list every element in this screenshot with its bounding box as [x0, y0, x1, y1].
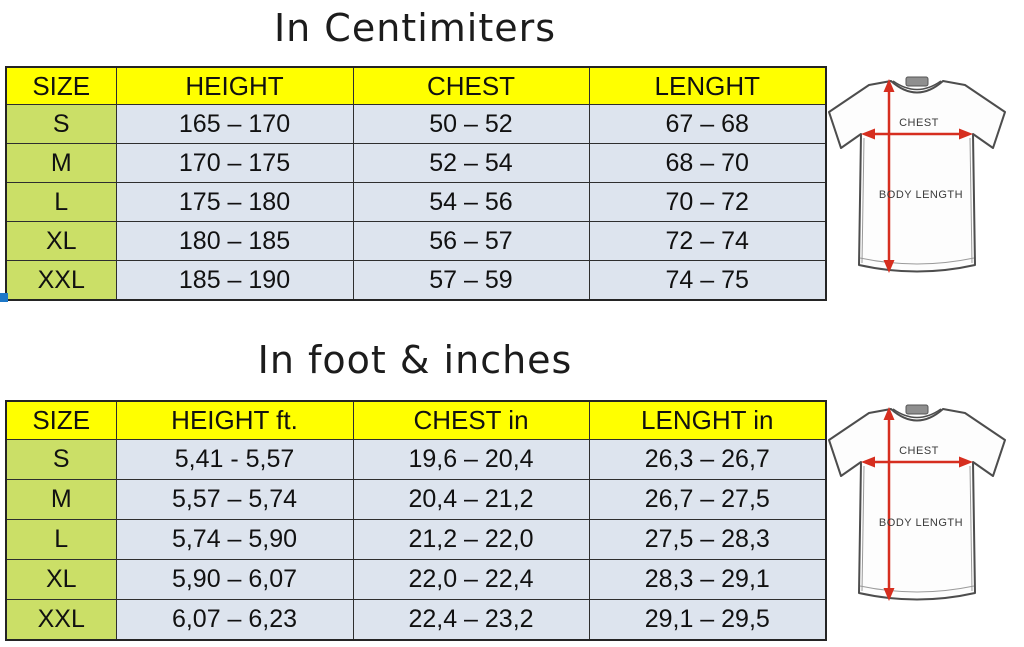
size-cell: L	[5, 519, 117, 560]
value-cell: 185 – 190	[115, 260, 354, 301]
body-length-arrow-icon	[883, 407, 895, 601]
value-cell: 22,4 – 23,2	[352, 599, 590, 641]
table-row: S 165 – 170 50 – 52 67 – 68	[5, 104, 827, 144]
value-cell: 21,2 – 22,0	[352, 519, 590, 560]
chest-arrow-icon	[861, 456, 973, 468]
chest-arrow-icon	[861, 128, 973, 140]
size-cell: XXL	[5, 260, 117, 301]
value-cell: 5,57 – 5,74	[115, 479, 354, 520]
size-cell: XL	[5, 559, 117, 600]
tshirt-measurement-diagram: CHEST BODY LENGTH	[828, 404, 1006, 601]
value-cell: 19,6 – 20,4	[352, 439, 590, 480]
value-cell: 22,0 – 22,4	[352, 559, 590, 600]
value-cell: 68 – 70	[588, 143, 827, 183]
tshirt-measurement-diagram: CHEST BODY LENGTH	[828, 76, 1006, 273]
body-length-label: BODY LENGTH	[879, 189, 963, 201]
size-table-centimeters: SIZE HEIGHT CHEST LENGHT S 165 – 170 50 …	[5, 66, 827, 301]
size-cell: S	[5, 439, 117, 480]
table-row: XXL 6,07 – 6,23 22,4 – 23,2 29,1 – 29,5	[5, 599, 827, 641]
value-cell: 180 – 185	[115, 221, 354, 261]
table-row: L 5,74 – 5,90 21,2 – 22,0 27,5 – 28,3	[5, 519, 827, 560]
value-cell: 57 – 59	[352, 260, 590, 301]
value-cell: 26,3 – 26,7	[588, 439, 827, 480]
value-cell: 52 – 54	[352, 143, 590, 183]
chest-label: CHEST	[899, 445, 939, 457]
value-cell: 74 – 75	[588, 260, 827, 301]
header-cell-length: LENGHT	[588, 66, 827, 105]
table-row: M 170 – 175 52 – 54 68 – 70	[5, 143, 827, 183]
header-cell-size: SIZE	[5, 400, 117, 440]
value-cell: 50 – 52	[352, 104, 590, 144]
table-row: L 175 – 180 54 – 56 70 – 72	[5, 182, 827, 222]
size-cell: M	[5, 479, 117, 520]
value-cell: 20,4 – 21,2	[352, 479, 590, 520]
value-cell: 6,07 – 6,23	[115, 599, 354, 641]
size-cell: XXL	[5, 599, 117, 641]
header-cell-chest: CHEST in	[352, 400, 590, 440]
selection-marker	[0, 293, 8, 302]
value-cell: 165 – 170	[115, 104, 354, 144]
size-cell: L	[5, 182, 117, 222]
size-cell: XL	[5, 221, 117, 261]
value-cell: 27,5 – 28,3	[588, 519, 827, 560]
size-cell: S	[5, 104, 117, 144]
table-header-row: SIZE HEIGHT CHEST LENGHT	[5, 66, 827, 105]
value-cell: 54 – 56	[352, 182, 590, 222]
body-length-label: BODY LENGTH	[879, 517, 963, 529]
tshirt-outline-icon	[828, 404, 1006, 601]
table-row: XL 5,90 – 6,07 22,0 – 22,4 28,3 – 29,1	[5, 559, 827, 600]
header-cell-chest: CHEST	[352, 66, 590, 105]
table-row: XL 180 – 185 56 – 57 72 – 74	[5, 221, 827, 261]
header-cell-size: SIZE	[5, 66, 117, 105]
header-cell-height: HEIGHT	[115, 66, 354, 105]
value-cell: 28,3 – 29,1	[588, 559, 827, 600]
header-cell-length: LENGHT in	[588, 400, 827, 440]
value-cell: 67 – 68	[588, 104, 827, 144]
table-row: XXL 185 – 190 57 – 59 74 – 75	[5, 260, 827, 301]
size-cell: M	[5, 143, 117, 183]
table-header-row: SIZE HEIGHT ft. CHEST in LENGHT in	[5, 400, 827, 440]
value-cell: 26,7 – 27,5	[588, 479, 827, 520]
table-row: M 5,57 – 5,74 20,4 – 21,2 26,7 – 27,5	[5, 479, 827, 520]
table-row: S 5,41 - 5,57 19,6 – 20,4 26,3 – 26,7	[5, 439, 827, 480]
chest-label: CHEST	[899, 117, 939, 129]
size-table-foot-inches: SIZE HEIGHT ft. CHEST in LENGHT in S 5,4…	[5, 400, 827, 641]
header-cell-height: HEIGHT ft.	[115, 400, 354, 440]
value-cell: 5,90 – 6,07	[115, 559, 354, 600]
value-cell: 5,41 - 5,57	[115, 439, 354, 480]
value-cell: 175 – 180	[115, 182, 354, 222]
value-cell: 72 – 74	[588, 221, 827, 261]
page-title-foot-inches: In foot & inches	[257, 338, 573, 382]
value-cell: 56 – 57	[352, 221, 590, 261]
value-cell: 5,74 – 5,90	[115, 519, 354, 560]
body-length-arrow-icon	[883, 79, 895, 273]
value-cell: 70 – 72	[588, 182, 827, 222]
page-title-centimeters: In Centimiters	[273, 6, 557, 50]
tshirt-outline-icon	[828, 76, 1006, 273]
value-cell: 29,1 – 29,5	[588, 599, 827, 641]
value-cell: 170 – 175	[115, 143, 354, 183]
